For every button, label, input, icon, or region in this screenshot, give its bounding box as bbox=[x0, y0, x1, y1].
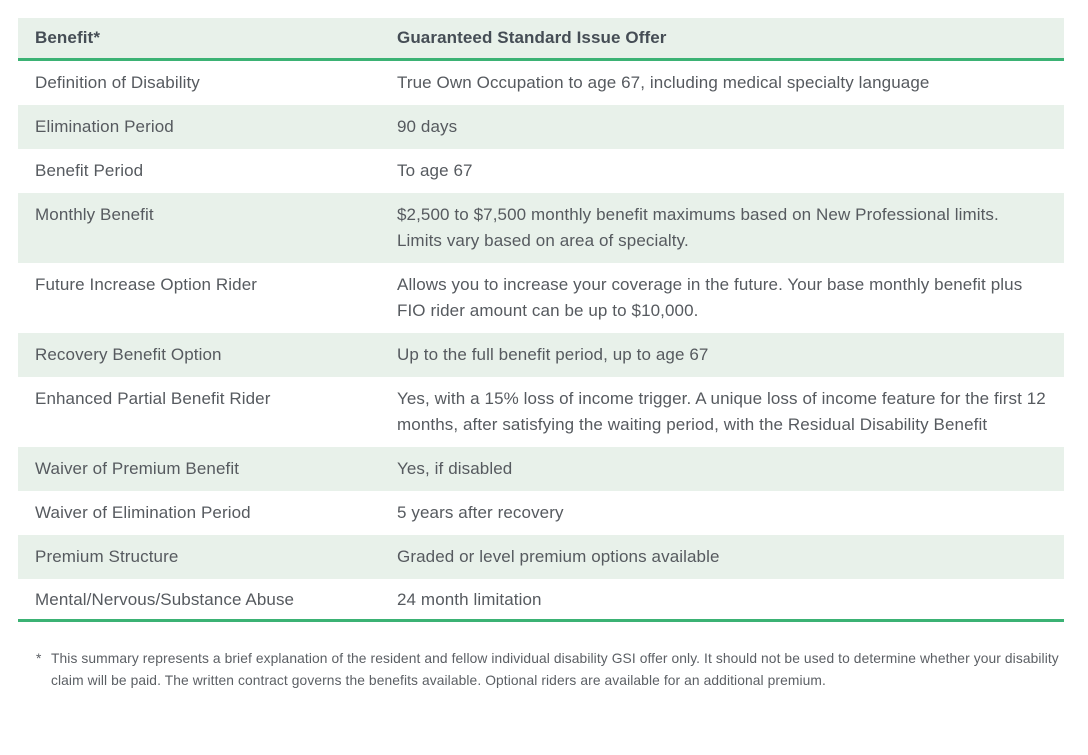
offer-description-cell: Up to the full benefit period, up to age… bbox=[380, 333, 1064, 377]
footnote-asterisk: * bbox=[36, 651, 42, 666]
table-row: Definition of Disability True Own Occupa… bbox=[18, 60, 1064, 106]
table-row: Mental/Nervous/Substance Abuse 24 month … bbox=[18, 579, 1064, 622]
benefit-name-cell: Waiver of Premium Benefit bbox=[18, 447, 380, 491]
header-cell-offer: Guaranteed Standard Issue Offer bbox=[380, 18, 1064, 61]
table-row: Benefit Period To age 67 bbox=[18, 149, 1064, 193]
table-row: Elimination Period 90 days bbox=[18, 105, 1064, 149]
offer-description-cell: $2,500 to $7,500 monthly benefit maximum… bbox=[380, 193, 1064, 263]
offer-description-cell: True Own Occupation to age 67, including… bbox=[397, 73, 930, 92]
table-row: Future Increase Option Rider Allows you … bbox=[18, 263, 1064, 333]
benefit-name-cell: Future Increase Option Rider bbox=[35, 275, 258, 294]
benefit-name-cell: Mental/Nervous/Substance Abuse bbox=[18, 579, 380, 622]
benefit-name-cell: Definition of Disability bbox=[35, 73, 200, 92]
offer-description-cell: Allows you to increase your coverage in … bbox=[397, 275, 1023, 320]
offer-description-cell: Graded or level premium options availabl… bbox=[380, 535, 1064, 579]
offer-description-cell: 90 days bbox=[380, 105, 1064, 149]
benefit-name-cell: Elimination Period bbox=[18, 105, 380, 149]
table-row: Waiver of Premium Benefit Yes, if disabl… bbox=[18, 447, 1064, 491]
table-row: Waiver of Elimination Period 5 years aft… bbox=[18, 491, 1064, 535]
offer-description-cell: 5 years after recovery bbox=[397, 503, 564, 522]
offer-description-cell: Yes, with a 15% loss of income trigger. … bbox=[397, 389, 1046, 434]
table-row: Enhanced Partial Benefit Rider Yes, with… bbox=[18, 377, 1064, 447]
offer-description-cell: Yes, if disabled bbox=[380, 447, 1064, 491]
benefits-table: Benefit* Guaranteed Standard Issue Offer… bbox=[18, 18, 1064, 622]
table-row: Premium Structure Graded or level premiu… bbox=[18, 535, 1064, 579]
table-body: Definition of Disability True Own Occupa… bbox=[18, 60, 1064, 622]
offer-description-cell: 24 month limitation bbox=[380, 579, 1064, 622]
benefit-name-cell: Recovery Benefit Option bbox=[18, 333, 380, 377]
benefit-name-cell: Enhanced Partial Benefit Rider bbox=[35, 389, 271, 408]
header-row: Benefit* Guaranteed Standard Issue Offer bbox=[18, 18, 1064, 61]
header-cell-benefit: Benefit* bbox=[18, 18, 380, 61]
offer-description-cell: To age 67 bbox=[397, 161, 473, 180]
benefit-name-cell: Premium Structure bbox=[18, 535, 380, 579]
benefit-name-cell: Benefit Period bbox=[35, 161, 144, 180]
benefit-name-cell: Waiver of Elimination Period bbox=[35, 503, 251, 522]
table-header: Benefit* Guaranteed Standard Issue Offer bbox=[18, 18, 1064, 61]
footnote-text: This summary represents a brief explanat… bbox=[51, 651, 1059, 688]
table-row: Recovery Benefit Option Up to the full b… bbox=[18, 333, 1064, 377]
footnote: * This summary represents a brief explan… bbox=[36, 648, 1076, 692]
benefit-name-cell: Monthly Benefit bbox=[18, 193, 380, 263]
table-row: Monthly Benefit $2,500 to $7,500 monthly… bbox=[18, 193, 1064, 263]
